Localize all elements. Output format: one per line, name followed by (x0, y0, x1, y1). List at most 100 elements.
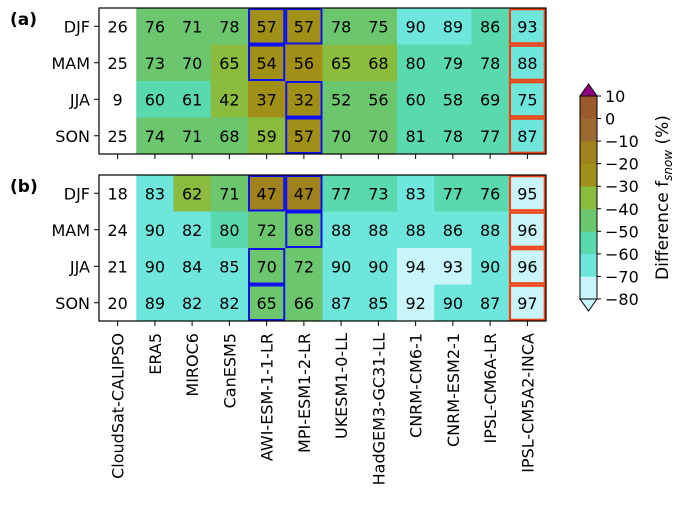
cell-value-label: 90 (480, 257, 500, 276)
cell-value-label: 32 (294, 90, 314, 109)
colorbar-tick-label: −80 (605, 290, 639, 309)
colorbar-tick-label: −70 (605, 267, 639, 286)
heatmap-cell (99, 44, 137, 82)
cell-value-label: 90 (145, 221, 165, 240)
heatmap-cell (508, 284, 547, 322)
cell-value-label: 18 (107, 184, 127, 203)
cell-value-label: 82 (182, 294, 202, 313)
cell-value-label: 77 (443, 184, 463, 203)
heatmap-cell (136, 117, 174, 155)
cell-value-label: 26 (107, 17, 127, 36)
cell-value-label: 25 (107, 127, 127, 146)
colorbar-tick-label: 10 (605, 87, 625, 106)
heatmap-cell (248, 175, 286, 212)
heatmap-cell (397, 44, 435, 82)
cell-value-label: 70 (256, 257, 276, 276)
heatmap-cell (397, 8, 435, 45)
cell-value-label: 85 (368, 294, 388, 313)
cell-value-label: 88 (331, 221, 351, 240)
cell-value-label: 20 (107, 294, 127, 313)
heatmap-cell (397, 175, 435, 212)
heatmap-cell (471, 81, 510, 118)
colorbar-bin (580, 141, 597, 164)
heatmap-cell (136, 175, 174, 212)
heatmap-cell (173, 44, 212, 82)
heatmap-cell (471, 117, 510, 155)
cell-value-label: 89 (145, 294, 165, 313)
heatmap-cell (359, 248, 398, 285)
heatmap-cell (434, 44, 472, 82)
panel-label: (b) (10, 177, 38, 197)
heatmap-cell (471, 8, 510, 45)
cell-value-label: 70 (182, 54, 202, 73)
row-label: SON (55, 127, 90, 146)
colorbar-tick-label: −50 (605, 222, 639, 241)
row-label: DJF (64, 17, 90, 36)
cell-value-label: 75 (368, 17, 388, 36)
cell-value-label: 97 (517, 294, 537, 313)
panel-frame (98, 7, 547, 155)
heatmap-cell (99, 117, 137, 155)
heatmap-cell (136, 44, 174, 82)
cell-value-label: 88 (517, 54, 537, 73)
heatmap-cell (322, 44, 361, 82)
cell-value-label: 88 (405, 221, 425, 240)
colorbar-tick-label: −20 (605, 155, 639, 174)
cell-value-label: 65 (256, 294, 276, 313)
heatmap-cell (359, 284, 398, 322)
cell-value-label: 85 (219, 257, 239, 276)
cell-value-label: 70 (331, 127, 351, 146)
colorbar-extend-bottom (579, 298, 598, 312)
cell-value-label: 95 (517, 184, 537, 203)
cell-value-label: 54 (256, 54, 276, 73)
cell-value-label: 83 (145, 184, 165, 203)
heatmap-cell (359, 211, 398, 249)
heatmap-cell (471, 211, 510, 249)
heatmap-cell (248, 44, 286, 82)
colorbar-bin (580, 96, 597, 119)
heatmap-cell (322, 284, 361, 322)
cell-value-label: 71 (219, 184, 239, 203)
heatmap-cell (397, 81, 435, 118)
heatmap-cell (471, 44, 510, 82)
cell-value-label: 68 (368, 54, 388, 73)
heatmap-cell (99, 81, 137, 118)
cell-value-label: 93 (517, 17, 537, 36)
row-label: JJA (69, 257, 90, 276)
colorbar-bin (580, 186, 597, 210)
highlight-box-orange (508, 284, 546, 321)
heatmap-cell (248, 81, 286, 118)
column-label: AWI-ESM-1-1-LR (258, 333, 277, 461)
cell-value-label: 56 (294, 54, 314, 73)
row-label: JJA (69, 90, 90, 109)
column-label: IPSL-CM5A2-INCA (518, 333, 537, 473)
cell-value-label: 88 (480, 221, 500, 240)
highlight-box-blue (248, 284, 286, 321)
heatmap-cell (471, 248, 510, 285)
colorbar-bin (580, 253, 597, 277)
cell-value-label: 88 (368, 221, 388, 240)
cell-value-label: 82 (182, 221, 202, 240)
heatmap-cell (434, 284, 472, 322)
colorbar-frame (579, 95, 598, 300)
cell-value-label: 96 (517, 257, 537, 276)
heatmap-cell (136, 81, 174, 118)
cell-value-label: 83 (405, 184, 425, 203)
heatmap-cell (99, 8, 137, 45)
cell-value-label: 62 (182, 184, 202, 203)
highlight-box-blue (285, 211, 323, 248)
heatmap-cell (248, 8, 286, 45)
heatmap-cell (285, 81, 323, 118)
heatmap-cell (248, 117, 286, 155)
heatmap-cell (210, 44, 249, 82)
heatmap-cell (508, 211, 547, 249)
heatmap-cell (434, 248, 472, 285)
heatmap-cell (99, 175, 137, 212)
highlight-box-orange (508, 175, 546, 212)
cell-value-label: 42 (219, 90, 239, 109)
colorbar-bin (580, 163, 597, 187)
highlight-box-blue (285, 117, 323, 154)
cell-value-label: 71 (182, 17, 202, 36)
colorbar-tick-label: 0 (605, 110, 615, 129)
